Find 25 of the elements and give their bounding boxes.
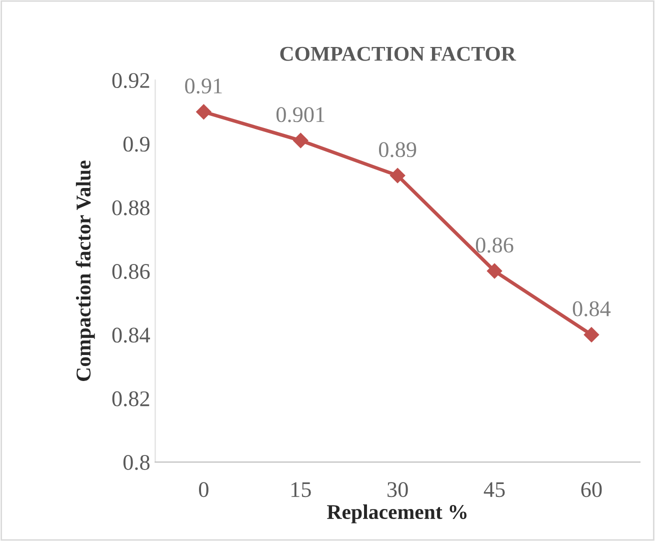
data-label: 0.901 — [276, 107, 324, 122]
y-tick-label: 0.8 — [123, 454, 150, 470]
point — [390, 168, 406, 184]
data-label: 0.89 — [378, 142, 416, 158]
point — [293, 132, 308, 148]
x-tick-label: 15 — [291, 482, 311, 498]
x-axis-title: Replacement % — [327, 504, 467, 524]
data-label: 0.86 — [476, 238, 514, 253]
y-tick-label: 0.92 — [112, 73, 150, 88]
chart-title: COMPACTION FACTOR — [280, 46, 516, 61]
y-tick-label: 0.88 — [112, 200, 150, 216]
point — [196, 104, 212, 120]
y-axis-title: Compaction factor Value — [76, 160, 95, 381]
y-tick-label: 0.9 — [123, 136, 150, 152]
x-tick-label: 60 — [581, 482, 602, 498]
data-label: 0.84 — [572, 301, 611, 316]
point — [486, 263, 502, 279]
y-tick-label: 0.84 — [112, 328, 150, 343]
point — [584, 327, 600, 342]
x-tick-label: 30 — [388, 482, 408, 498]
x-tick-label: 45 — [484, 482, 505, 498]
data-label: 0.91 — [185, 78, 222, 94]
y-tick-label: 0.82 — [112, 391, 150, 406]
x-tick-label: 0 — [198, 482, 208, 498]
y-tick-label: 0.86 — [112, 264, 150, 280]
